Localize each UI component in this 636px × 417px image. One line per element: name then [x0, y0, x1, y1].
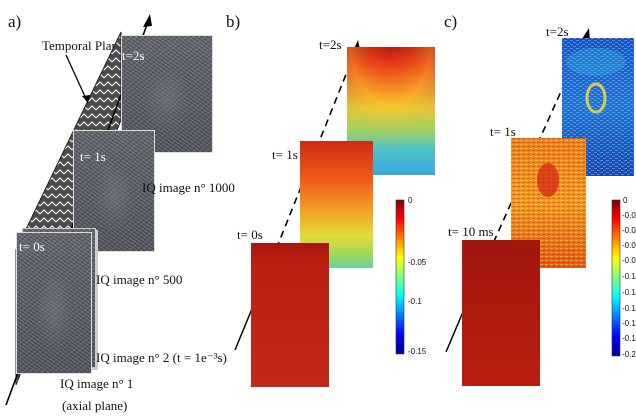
c-time-10ms: t= 10 ms — [448, 224, 494, 239]
iq-image-1: t= 0s — [16, 232, 92, 374]
b-time-1s: t= 1s — [272, 147, 298, 162]
colorbar-c — [611, 199, 621, 357]
b-colorbar-tick-2: -0.1 — [408, 297, 422, 306]
c-colorbar-tick: -0.1 — [622, 272, 636, 281]
c-colorbar-tick: -0.14 — [622, 304, 636, 313]
panel-b-label: b) — [226, 12, 241, 31]
c-colorbar-tick: -0.2 — [622, 350, 636, 359]
caption-img1-line2: (axial plane) — [62, 398, 128, 413]
c-colorbar-tick: -0.16 — [622, 319, 636, 328]
c-colorbar-tick: -0.18 — [622, 334, 636, 343]
caption-img500: IQ image n° 500 — [96, 272, 183, 287]
b-colorbar-tick-0: 0 — [408, 196, 413, 205]
colormap-slice-c-10ms — [462, 240, 540, 386]
c-time-1s: t= 1s — [490, 124, 516, 139]
b-time-0s: t= 0s — [237, 227, 263, 242]
iq-image-1000: t=2s — [121, 35, 213, 153]
colormap-slice-0s — [251, 243, 329, 387]
b-colorbar-tick-3: -0.15 — [408, 347, 427, 356]
panel-a-label: a) — [8, 12, 22, 31]
b-time-2s: t=2s — [319, 37, 342, 52]
c-time-2s: t=2s — [546, 24, 569, 39]
c-colorbar-tick: -0.12 — [622, 288, 636, 297]
panel-c-label: c) — [444, 12, 458, 31]
time-label-2s: t=2s — [122, 48, 145, 63]
c-colorbar-tick: 0 — [623, 196, 628, 205]
b-colorbar-tick-1: -0.05 — [408, 258, 427, 267]
c-colorbar-tick: -0.06 — [622, 241, 636, 250]
time-label-1s: t= 1s — [80, 149, 106, 164]
c-colorbar-tick: -0.02 — [622, 211, 636, 220]
c-colorbar-tick: -0.04 — [622, 226, 636, 235]
time-label-0s: t= 0s — [19, 239, 45, 254]
c-colorbar-tick: -0.08 — [622, 256, 636, 265]
caption-img1000: IQ image n° 1000 — [142, 180, 235, 195]
colorbar-b — [395, 199, 405, 355]
temporal-plane-label: Temporal Plane — [42, 38, 124, 53]
caption-img1-line1: IQ image n° 1 — [60, 376, 134, 391]
caption-img2: IQ image n° 2 (t = 1e⁻³s) — [96, 350, 227, 365]
